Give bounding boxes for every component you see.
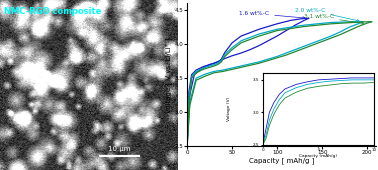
Text: 1.6 wt%-C: 1.6 wt%-C [239, 11, 305, 19]
Y-axis label: Voltage [ V vs. Li/Li⁺ ]: Voltage [ V vs. Li/Li⁺ ] [165, 37, 173, 113]
Text: 2.0 wt%-C: 2.0 wt%-C [295, 7, 359, 22]
Text: 10 μm: 10 μm [108, 146, 131, 152]
Text: NMC-RGO composite: NMC-RGO composite [4, 7, 101, 16]
Text: 3.1 wt%-C: 3.1 wt%-C [304, 14, 364, 24]
X-axis label: Capacity [ mAh/g ]: Capacity [ mAh/g ] [249, 157, 314, 164]
